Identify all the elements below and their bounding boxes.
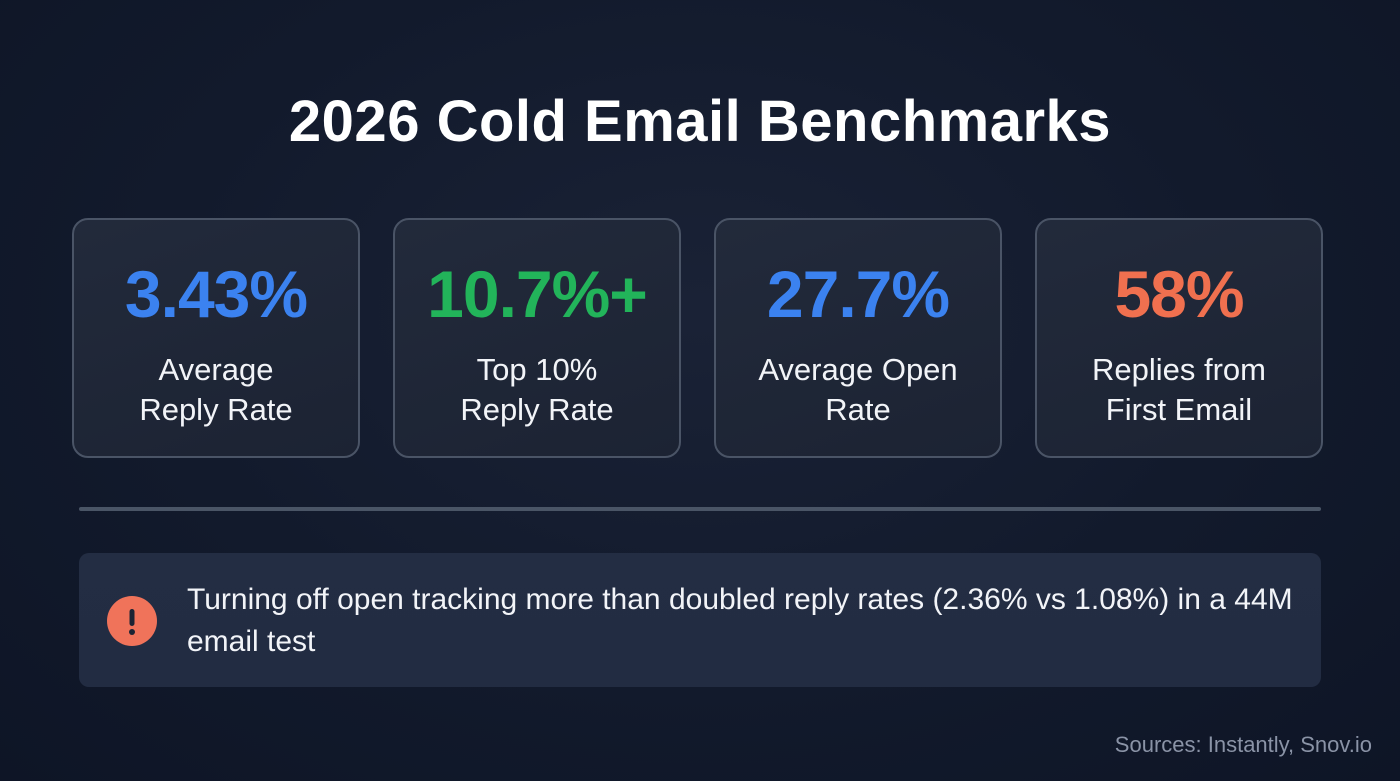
stat-value: 3.43% — [124, 257, 308, 331]
stat-label: Average Open Rate — [758, 352, 958, 427]
stat-label: Top 10% Reply Rate — [460, 352, 614, 427]
page-title: 2026 Cold Email Benchmarks — [288, 89, 1112, 154]
stat-label: Replies from First Email — [1092, 352, 1266, 427]
stat-card-average-reply-rate: 3.43% Average Reply Rate — [72, 218, 360, 458]
stat-card-average-open-rate: 27.7% Average Open Rate — [714, 218, 1002, 458]
sources-note: Sources: Instantly, Snov.io — [1114, 732, 1372, 757]
callout-box: Turning off open tracking more than doub… — [79, 553, 1321, 687]
stat-value: 58% — [1114, 257, 1244, 331]
section-divider — [79, 507, 1321, 511]
stat-value: 27.7% — [766, 257, 950, 331]
exclamation-icon — [107, 596, 157, 646]
stat-label: Average Reply Rate — [139, 352, 293, 427]
stat-card-first-email-replies: 58% Replies from First Email — [1035, 218, 1323, 458]
stat-value: 10.7%+ — [427, 257, 648, 331]
callout-text: Turning off open tracking more than doub… — [187, 583, 1293, 658]
stat-card-top-reply-rate: 10.7%+ Top 10% Reply Rate — [393, 218, 681, 458]
